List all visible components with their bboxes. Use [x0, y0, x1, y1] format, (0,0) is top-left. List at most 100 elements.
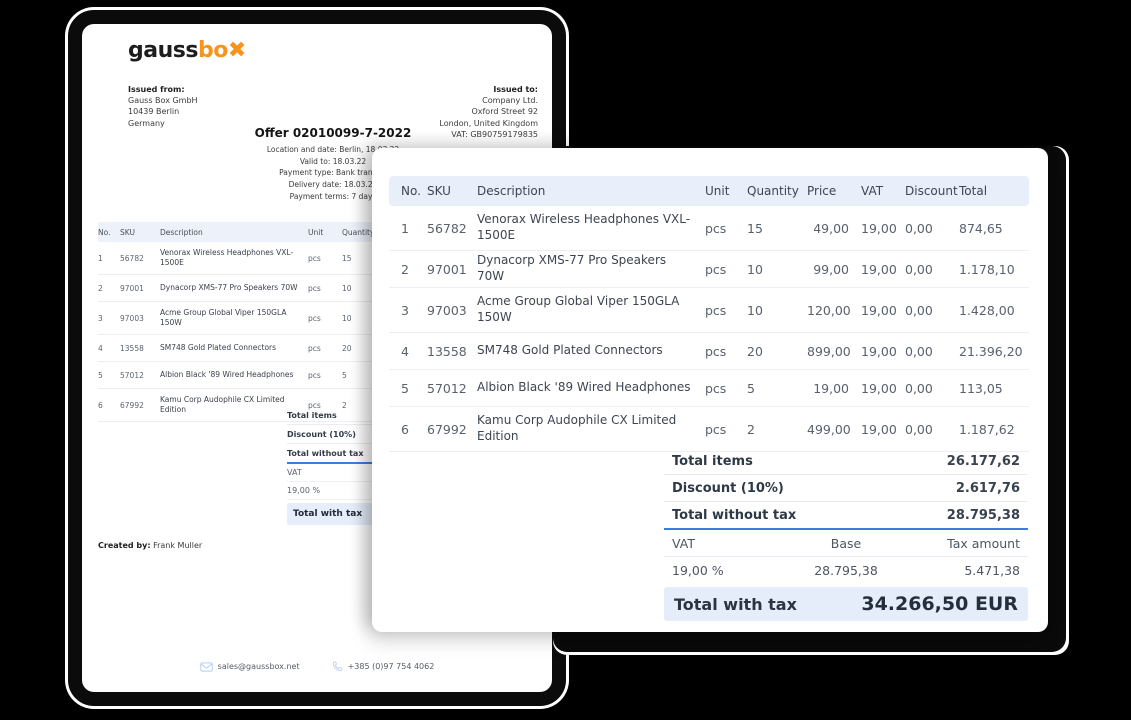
- offer-payment-terms: Payment terms: 7 days: [289, 191, 377, 201]
- phone-icon: [332, 661, 342, 672]
- vat-header: VAT: [287, 468, 302, 477]
- cell-price: 99,00: [813, 261, 849, 277]
- table-row: 6 67992 Kamu Corp Audophile CX Limited E…: [389, 407, 1029, 452]
- cell-unit: pcs: [308, 253, 321, 263]
- col-price: Price: [807, 184, 837, 198]
- vat-rate: 19,00 %: [672, 562, 724, 578]
- cell-unit: pcs: [308, 313, 321, 323]
- cell-no: 5: [401, 380, 409, 396]
- cell-quantity: 15: [342, 253, 352, 263]
- cell-quantity: 20: [747, 343, 763, 359]
- cell-price: 899,00: [807, 343, 851, 359]
- cell-discount: 0,00: [905, 343, 933, 359]
- summary-label: Total items: [287, 410, 337, 420]
- cell-discount: 0,00: [905, 302, 933, 318]
- cell-no: 6: [98, 400, 103, 410]
- cell-total: 1.428,00: [959, 302, 1015, 318]
- cell-description: Venorax Wireless Headphones VXL-1500E: [477, 212, 691, 242]
- cell-unit: pcs: [705, 343, 727, 359]
- vat-rate: 19,00 %: [287, 486, 321, 495]
- issued-to-label: Issued to:: [493, 85, 538, 94]
- col-sku: SKU: [427, 184, 451, 198]
- summary-label: Discount (10%): [287, 429, 356, 439]
- cell-quantity: 2: [342, 400, 347, 410]
- cell-sku: 97003: [427, 302, 467, 318]
- offer-delivery-date: Delivery date: 18.03.22: [288, 179, 378, 189]
- cell-quantity: 10: [747, 261, 763, 277]
- cell-sku: 67992: [120, 400, 144, 410]
- cell-no: 4: [401, 343, 409, 359]
- email-contact: sales@gaussbox.net: [200, 662, 300, 672]
- summary-label: Total items: [672, 453, 753, 469]
- cell-sku: 56782: [427, 220, 467, 236]
- vat-table-row: 19,00 % 28.795,38 5.471,38: [664, 557, 1028, 583]
- cell-sku: 97001: [120, 283, 144, 293]
- cell-no: 5: [98, 370, 103, 380]
- cell-description: Kamu Corp Audophile CX Limited Edition: [477, 413, 677, 443]
- offer-header: Offer 02010099-7-2022 Location and date:…: [182, 126, 484, 202]
- cell-total: 1.187,62: [959, 421, 1015, 437]
- tax-header: Tax amount: [947, 535, 1020, 551]
- cell-description: Albion Black '89 Wired Headphones: [160, 370, 294, 380]
- col-quantity: Quantity: [747, 184, 799, 198]
- issued-from-block: Issued from: Gauss Box GmbH 10439 Berlin…: [128, 84, 198, 129]
- col-total: Total: [959, 184, 988, 198]
- summary-value: 2.617,76: [955, 480, 1020, 496]
- cell-description: Albion Black '89 Wired Headphones: [477, 380, 691, 395]
- created-by: Created by: Frank Muller: [98, 541, 202, 550]
- cell-quantity: 15: [747, 220, 763, 236]
- vat-tax-amount: 5.471,38: [964, 562, 1020, 578]
- cell-description: SM748 Gold Plated Connectors: [477, 343, 663, 358]
- detail-summary-block: Total items 26.177,62 Discount (10%) 2.6…: [664, 448, 1028, 621]
- logo-text-dark: gauss: [128, 38, 198, 63]
- invoice-detail-popout: No. SKU Description Unit Quantity Price …: [372, 148, 1048, 632]
- cell-discount: 0,00: [905, 380, 933, 396]
- col-no: No.: [401, 184, 421, 198]
- cell-vat: 19,00: [861, 261, 897, 277]
- cell-total: 1.178,10: [959, 261, 1015, 277]
- cell-unit: pcs: [308, 370, 321, 380]
- cell-vat: 19,00: [861, 302, 897, 318]
- vat-base: 28.795,38: [814, 562, 878, 578]
- col-unit: Unit: [705, 184, 730, 198]
- col-description: Description: [477, 184, 546, 198]
- phone-text: +385 (0)97 754 4062: [347, 662, 435, 671]
- cell-sku: 57012: [427, 380, 467, 396]
- col-vat: VAT: [861, 184, 884, 198]
- email-text: sales@gaussbox.net: [217, 662, 300, 671]
- offer-payment-type: Payment type: Bank transfer: [279, 168, 387, 178]
- col-quantity: Quantity: [342, 227, 375, 237]
- cell-description: Venorax Wireless Headphones VXL-1500E: [160, 248, 294, 267]
- summary-discount: Discount (10%) 2.617,76: [664, 475, 1028, 502]
- cell-unit: pcs: [705, 220, 727, 236]
- cell-quantity: 5: [342, 370, 347, 380]
- detail-items-table: No. SKU Description Unit Quantity Price …: [389, 176, 1029, 452]
- issued-to-city: London, United Kingdom: [439, 118, 538, 128]
- cell-unit: pcs: [308, 343, 321, 353]
- cell-quantity: 10: [342, 283, 352, 293]
- phone-contact: +385 (0)97 754 4062: [332, 661, 435, 672]
- cell-quantity: 10: [747, 302, 763, 318]
- cell-no: 2: [98, 283, 103, 293]
- offer-location-date: Location and date: Berlin, 18.03.22: [266, 145, 400, 154]
- issued-from-company: Gauss Box GmbH: [128, 96, 198, 106]
- logo-x-icon: ✖: [227, 38, 246, 63]
- grand-total-label: Total with tax: [674, 594, 797, 614]
- cell-description: Dynacorp XMS-77 Pro Speakers 70W: [477, 253, 667, 283]
- cell-description: Acme Group Global Viper 150GLA 150W: [477, 294, 680, 324]
- cell-unit: pcs: [705, 421, 727, 437]
- cell-no: 1: [401, 220, 409, 236]
- vat-table-header: VAT Base Tax amount: [664, 530, 1028, 557]
- table-row: 1 56782 Venorax Wireless Headphones VXL-…: [389, 206, 1029, 251]
- summary-label: Total without tax: [287, 448, 364, 458]
- issued-from-label: Issued from:: [128, 85, 185, 94]
- cell-total: 113,05: [959, 380, 1003, 396]
- issued-from-country: Germany: [128, 118, 165, 128]
- issued-to-vat: VAT: GB90759179835: [451, 129, 538, 139]
- cell-sku: 56782: [120, 253, 144, 263]
- cell-unit: pcs: [705, 261, 727, 277]
- cell-vat: 19,00: [861, 220, 897, 236]
- cell-unit: pcs: [308, 400, 321, 410]
- issued-to-street: Oxford Street 92: [471, 107, 538, 117]
- col-no: No.: [98, 227, 111, 237]
